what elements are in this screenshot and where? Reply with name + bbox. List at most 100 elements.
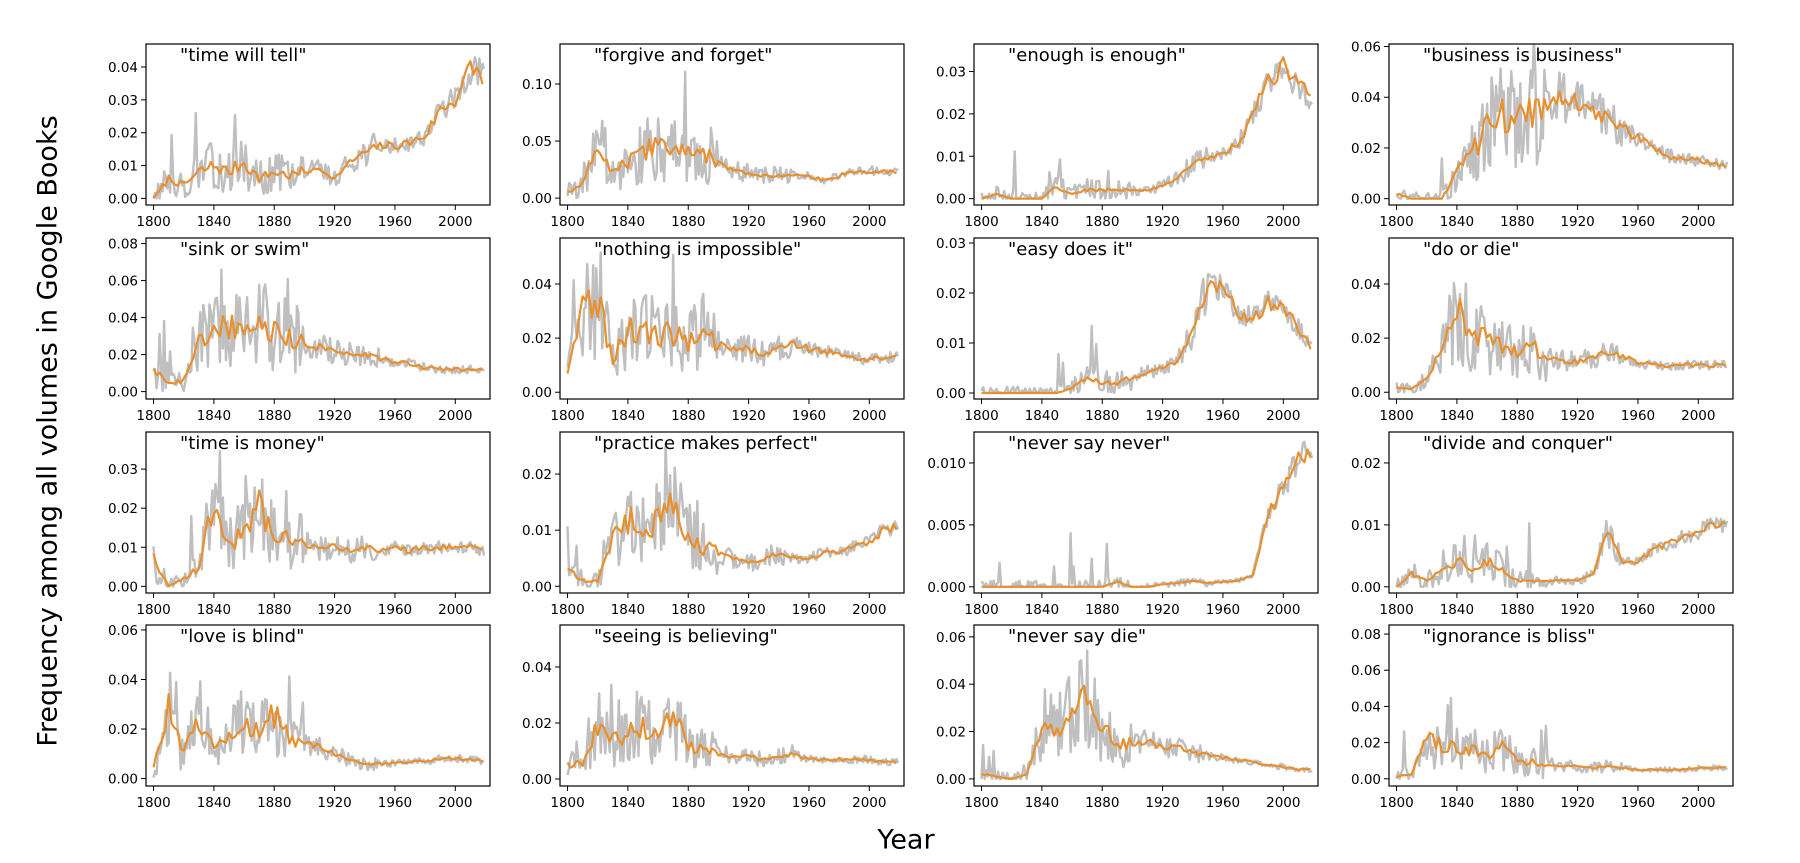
y-tick-label: 0.02 [522, 716, 552, 732]
x-tick-label: 1840 [1440, 408, 1474, 424]
x-tick-label: 1880 [671, 214, 705, 230]
y-tick-label: 0.01 [1351, 518, 1381, 534]
axes-frame [145, 431, 491, 594]
y-tick-label: 0.00 [522, 191, 552, 207]
x-tick-label: 1840 [1440, 602, 1474, 618]
y-tick-label: 0.06 [936, 630, 966, 646]
y-tick-label: 0.02 [1351, 141, 1381, 157]
axes-frame [973, 624, 1319, 787]
y-tick-label: 0.00 [522, 772, 552, 788]
y-tick-label: 0.04 [936, 677, 966, 693]
x-tick-label: 1800 [550, 795, 584, 811]
subplot-12: 0.00 0.01 0.02 1800 1840 1880 1920 1960 2000 "div… [1351, 431, 1734, 618]
x-tick-label: 1960 [1621, 408, 1655, 424]
axes-frame [559, 431, 905, 594]
subplot-title: "business is business" [1423, 45, 1622, 66]
raw-frequency-line [1395, 696, 1729, 780]
x-tick-label: 1800 [964, 408, 998, 424]
x-tick-label: 1840 [611, 408, 645, 424]
x-tick-label: 1800 [1379, 795, 1413, 811]
x-tick-label: 1840 [1025, 408, 1059, 424]
y-tick-label: 0.01 [108, 159, 138, 175]
y-tick-label: 0.03 [108, 462, 138, 478]
y-tick-label: 0.02 [108, 722, 138, 738]
x-tick-label: 1920 [1145, 795, 1179, 811]
subplot-title: "practice makes perfect" [594, 433, 818, 454]
y-tick-label: 0.02 [1351, 456, 1381, 472]
y-tick-label: 0.02 [108, 348, 138, 364]
x-tick-label: 1840 [197, 408, 231, 424]
subplot-title: "sink or swim" [180, 239, 309, 260]
x-tick-label: 2000 [852, 602, 886, 618]
y-tick-label: 0.00 [1351, 385, 1381, 401]
y-tick-label: 0.06 [108, 274, 138, 290]
axes-frame [145, 237, 491, 400]
y-tick-label: 0.00 [522, 385, 552, 401]
y-tick-label: 0.02 [1351, 736, 1381, 752]
raw-frequency-line [980, 61, 1313, 200]
smoothed-frequency-line [567, 492, 898, 583]
x-tick-label: 1920 [1560, 408, 1594, 424]
subplot-6: 0.00 0.02 0.04 1800 1840 1880 1920 1960 2000 "not… [522, 237, 905, 424]
y-tick-label: 0.01 [108, 540, 138, 556]
y-tick-label: 0.04 [108, 311, 138, 327]
subplot-title: "seeing is believing" [594, 626, 778, 647]
global-y-axis-label: Frequency among all volumes in Google Bo… [32, 115, 64, 747]
x-tick-label: 1880 [1500, 408, 1534, 424]
axes-frame [145, 43, 491, 206]
y-tick-label: 0.02 [522, 331, 552, 347]
smoothed-frequency-line [566, 289, 897, 374]
x-tick-label: 1960 [792, 795, 826, 811]
raw-frequency-line [566, 70, 899, 200]
raw-frequency-line [566, 683, 900, 776]
axes-frame [559, 624, 905, 787]
y-tick-label: 0.03 [108, 93, 138, 109]
y-tick-label: 0.02 [936, 107, 966, 123]
y-tick-label: 0.010 [927, 456, 966, 472]
smoothed-frequency-line [1396, 731, 1726, 779]
y-tick-label: 0.02 [522, 467, 552, 483]
x-tick-label: 2000 [852, 408, 886, 424]
y-tick-label: 0.04 [1351, 90, 1381, 106]
x-tick-label: 1960 [792, 408, 826, 424]
axes-frame [1388, 431, 1734, 594]
x-tick-label: 2000 [1266, 795, 1300, 811]
y-tick-label: 0.00 [936, 772, 966, 788]
x-tick-label: 1840 [611, 214, 645, 230]
x-tick-label: 1840 [611, 602, 645, 618]
x-tick-label: 2000 [438, 214, 472, 230]
smoothed-frequency-line [567, 137, 897, 193]
x-tick-label: 1840 [197, 795, 231, 811]
x-tick-label: 1880 [257, 214, 291, 230]
y-tick-label: 0.01 [936, 336, 966, 352]
axes-frame [1388, 43, 1734, 206]
x-tick-label: 1920 [1560, 602, 1594, 618]
x-tick-label: 1880 [671, 795, 705, 811]
x-tick-label: 1880 [1500, 214, 1534, 230]
x-tick-label: 1960 [1621, 795, 1655, 811]
y-tick-label: 0.00 [108, 385, 138, 401]
x-tick-label: 1800 [136, 795, 170, 811]
smoothed-frequency-line [1396, 297, 1726, 391]
x-tick-label: 1960 [378, 602, 412, 618]
x-tick-label: 1840 [197, 214, 231, 230]
y-tick-label: 0.01 [936, 149, 966, 165]
y-tick-label: 0.05 [522, 134, 552, 150]
subplot-10: 0.00 0.01 0.02 1800 1840 1880 1920 1960 2000 "pra… [522, 431, 905, 618]
x-tick-label: 1920 [317, 602, 351, 618]
y-tick-label: 0.03 [936, 236, 966, 252]
x-tick-label: 1920 [731, 602, 765, 618]
x-tick-label: 1880 [1085, 408, 1119, 424]
y-tick-label: 0.04 [108, 672, 138, 688]
x-tick-label: 1840 [1025, 795, 1059, 811]
y-tick-label: 0.005 [927, 518, 966, 534]
smoothed-frequency-line [981, 280, 1312, 395]
y-tick-label: 0.06 [1351, 663, 1381, 679]
x-tick-label: 1920 [1145, 408, 1179, 424]
raw-frequency-line [566, 251, 900, 376]
raw-frequency-line [1395, 44, 1729, 200]
axes-frame [1388, 237, 1734, 400]
subplot-title: "enough is enough" [1008, 45, 1186, 66]
raw-frequency-line [566, 442, 900, 588]
axes-frame [559, 237, 905, 400]
